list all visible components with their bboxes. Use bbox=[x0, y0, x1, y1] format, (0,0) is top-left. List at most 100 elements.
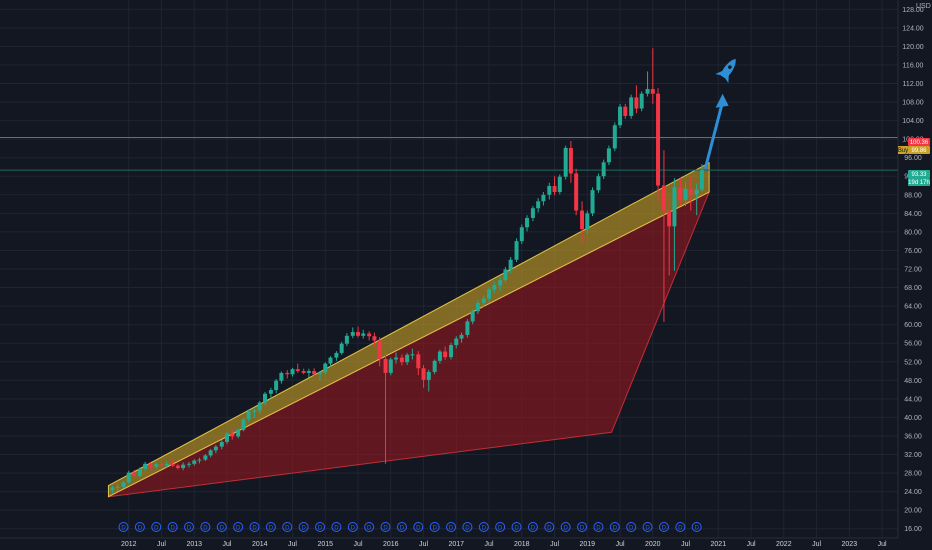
badge-bg bbox=[908, 178, 930, 186]
dividend-marker[interactable]: D bbox=[413, 522, 424, 532]
candle-body bbox=[421, 368, 426, 380]
candle-body bbox=[519, 227, 524, 242]
dividend-marker-label: D bbox=[645, 525, 650, 531]
candle-up bbox=[508, 256, 513, 274]
candle-body bbox=[230, 433, 235, 437]
x-tick-label: Jul bbox=[157, 541, 166, 548]
candle-up bbox=[629, 94, 634, 119]
badge-bg bbox=[908, 138, 930, 146]
dividend-marker[interactable]: D bbox=[544, 522, 555, 532]
candle-up bbox=[449, 342, 454, 360]
candle-body bbox=[645, 89, 650, 94]
price-badge[interactable]: Buy 99.86 bbox=[898, 146, 930, 154]
dividend-marker[interactable]: D bbox=[118, 522, 129, 532]
dividend-marker-label: D bbox=[318, 525, 323, 531]
candle-up bbox=[503, 267, 508, 283]
x-axis-panel[interactable] bbox=[0, 538, 932, 550]
candle-up bbox=[350, 327, 355, 339]
currency-label: USD bbox=[916, 3, 931, 10]
y-tick-label: 108.00 bbox=[902, 100, 924, 107]
dividend-marker[interactable]: D bbox=[151, 522, 162, 532]
dividend-marker[interactable]: D bbox=[380, 522, 391, 532]
candle-body bbox=[574, 173, 579, 211]
dividend-marker[interactable]: D bbox=[347, 522, 358, 532]
candle-up bbox=[115, 484, 120, 492]
candle-body bbox=[274, 380, 279, 391]
y-tick-label: 124.00 bbox=[902, 25, 924, 32]
candle-body bbox=[356, 332, 361, 336]
candle-body bbox=[394, 357, 399, 360]
dividend-marker[interactable]: D bbox=[609, 522, 620, 532]
rocket-body bbox=[720, 58, 736, 79]
dividend-marker[interactable]: D bbox=[495, 522, 506, 532]
dividend-marker[interactable]: D bbox=[511, 522, 522, 532]
candle-body bbox=[367, 333, 372, 337]
dividend-marker[interactable]: D bbox=[478, 522, 489, 532]
dividend-marker-circle bbox=[315, 522, 326, 532]
candle-up bbox=[197, 457, 202, 464]
price-badge[interactable]: 19d 17h bbox=[908, 178, 930, 186]
candle-up bbox=[236, 428, 241, 439]
dividend-marker[interactable]: D bbox=[216, 522, 227, 532]
dividend-marker[interactable]: D bbox=[200, 522, 211, 532]
dividend-marker[interactable]: D bbox=[626, 522, 637, 532]
dividend-marker[interactable]: D bbox=[577, 522, 588, 532]
dividend-marker[interactable]: D bbox=[462, 522, 473, 532]
x-tick-label: 2013 bbox=[186, 541, 202, 548]
badge-value: 99.86 bbox=[911, 148, 927, 154]
price-badge[interactable]: 93.33 bbox=[908, 170, 930, 178]
dividend-marker[interactable]: D bbox=[658, 522, 669, 532]
dividend-marker-label: D bbox=[170, 525, 175, 531]
candle-body bbox=[164, 463, 169, 466]
dividend-marker[interactable]: D bbox=[364, 522, 375, 532]
candle-up bbox=[612, 122, 617, 152]
x-tick-label: 2018 bbox=[514, 541, 530, 548]
dividend-marker[interactable]: D bbox=[282, 522, 293, 532]
candle-down bbox=[574, 168, 579, 216]
dividend-marker[interactable]: D bbox=[396, 522, 407, 532]
dividend-marker[interactable]: D bbox=[184, 522, 195, 532]
candle-body bbox=[110, 487, 115, 491]
dividend-marker[interactable]: D bbox=[265, 522, 276, 532]
dividend-marker[interactable]: D bbox=[429, 522, 440, 532]
dividend-marker[interactable]: D bbox=[167, 522, 178, 532]
dividend-marker-circle bbox=[593, 522, 604, 532]
dividend-marker[interactable]: D bbox=[642, 522, 653, 532]
y-tick-label: 60.00 bbox=[904, 322, 922, 329]
x-tick-label: 2012 bbox=[121, 541, 137, 548]
dividend-marker[interactable]: D bbox=[134, 522, 145, 532]
y-tick-label: 64.00 bbox=[904, 304, 922, 311]
dividend-marker[interactable]: D bbox=[560, 522, 571, 532]
dividend-marker[interactable]: D bbox=[315, 522, 326, 532]
candle-up bbox=[563, 145, 568, 180]
candle-up bbox=[388, 357, 393, 376]
dividend-marker[interactable]: D bbox=[691, 522, 702, 532]
dividend-marker[interactable]: D bbox=[527, 522, 538, 532]
dividend-marker-label: D bbox=[531, 525, 536, 531]
candle-down bbox=[301, 368, 306, 375]
dividend-marker[interactable]: D bbox=[233, 522, 244, 532]
candle-up bbox=[213, 444, 218, 454]
dividend-marker-label: D bbox=[482, 525, 487, 531]
dividend-marker-label: D bbox=[154, 525, 159, 531]
dividend-marker[interactable]: D bbox=[593, 522, 604, 532]
dividend-marker[interactable]: D bbox=[446, 522, 457, 532]
y-axis-panel[interactable] bbox=[898, 0, 932, 538]
candle-body bbox=[547, 185, 552, 195]
candle-down bbox=[170, 460, 175, 468]
candle-down bbox=[552, 176, 557, 196]
dividend-marker[interactable]: D bbox=[331, 522, 342, 532]
y-tick-label: 32.00 bbox=[904, 452, 922, 459]
candle-down bbox=[399, 354, 404, 366]
dividend-marker[interactable]: D bbox=[675, 522, 686, 532]
price-badge[interactable]: 100.36 bbox=[908, 138, 930, 146]
dividend-marker[interactable]: D bbox=[298, 522, 309, 532]
dividend-marker-circle bbox=[134, 522, 145, 532]
x-tick-label: Jul bbox=[878, 541, 887, 548]
candle-down bbox=[285, 370, 290, 379]
dividend-marker[interactable]: D bbox=[249, 522, 260, 532]
dividend-marker-label: D bbox=[465, 525, 470, 531]
x-tick-label: Jul bbox=[550, 541, 559, 548]
